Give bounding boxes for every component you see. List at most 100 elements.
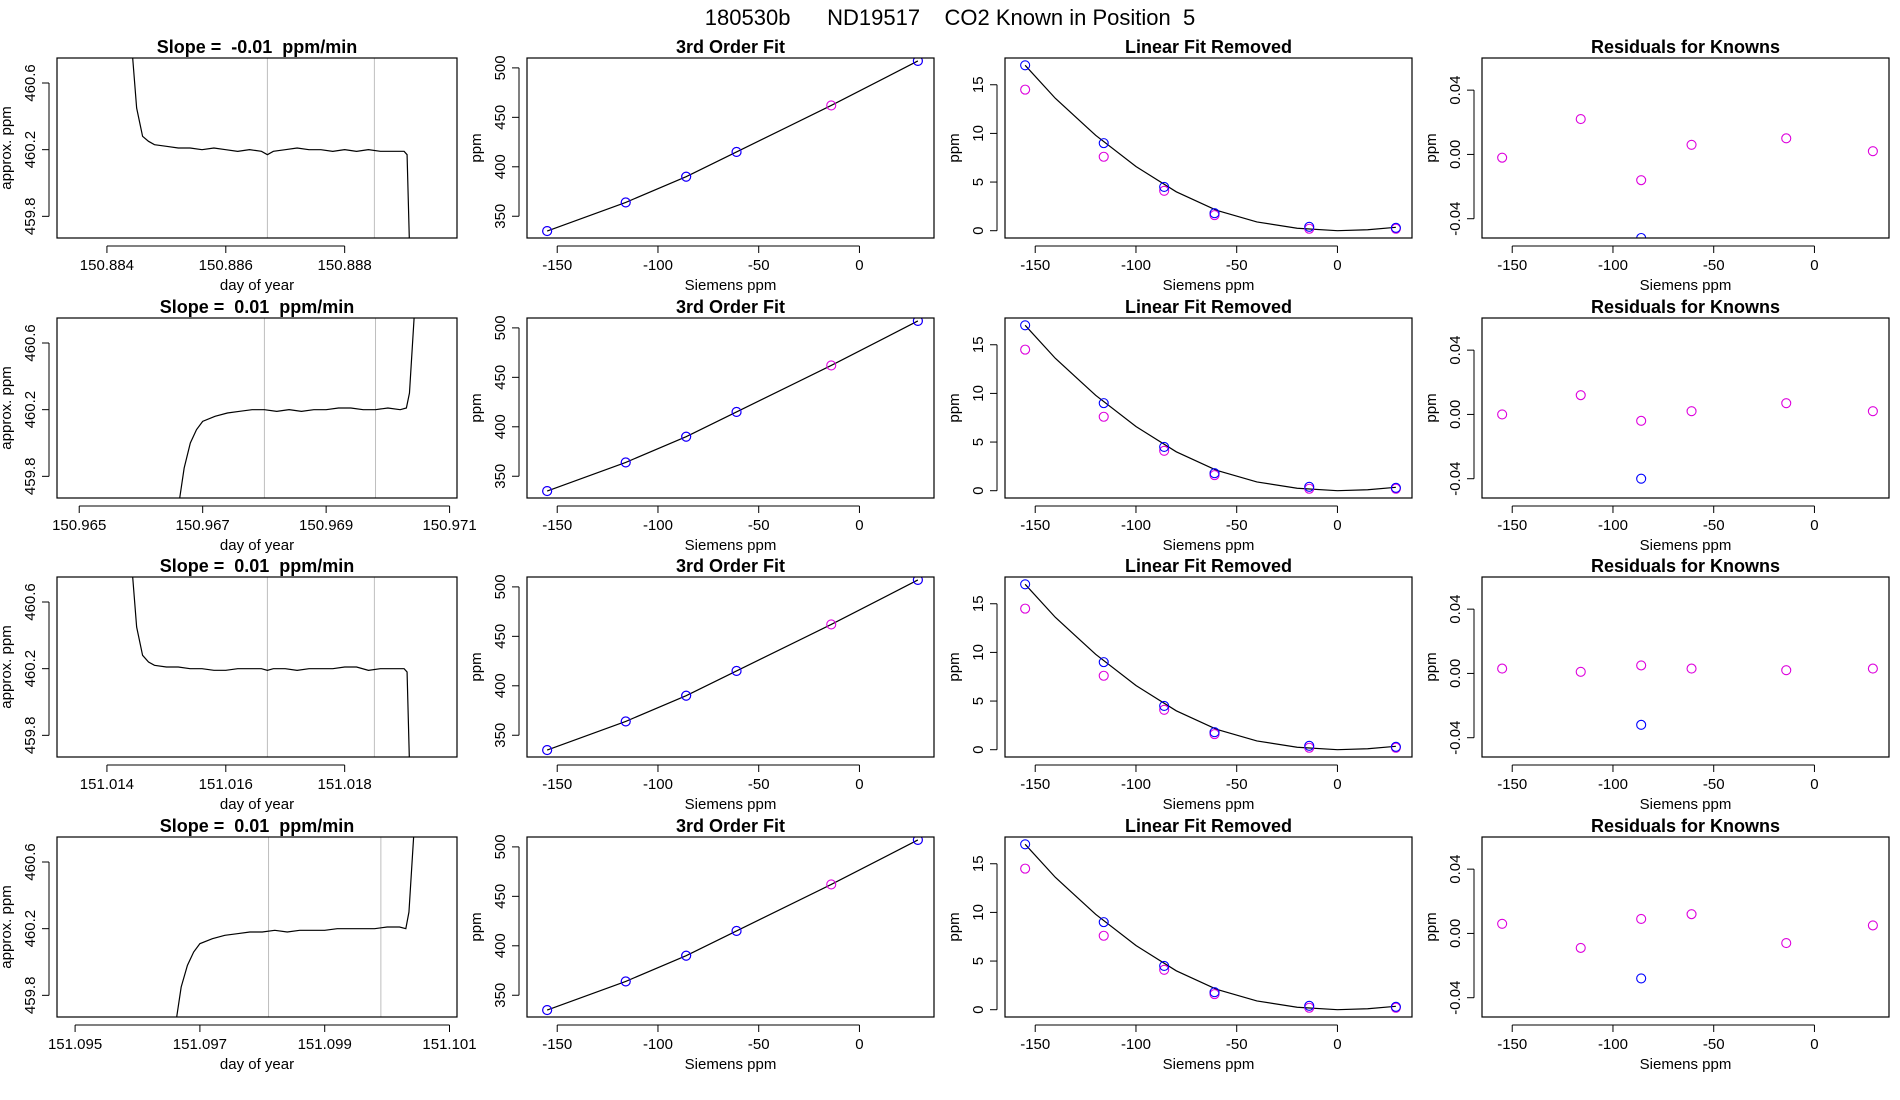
point [1098, 411, 1109, 422]
point [1304, 740, 1315, 751]
point [620, 716, 631, 727]
point [1636, 660, 1647, 671]
point [1497, 663, 1508, 674]
fit-line [1024, 64, 1396, 232]
plot-area [1497, 114, 1878, 238]
point [1020, 344, 1031, 355]
point [1159, 181, 1170, 192]
point [1497, 918, 1508, 929]
point [1020, 603, 1031, 614]
y-tick-label: 450 [492, 105, 509, 130]
x-tick-label: 150.886 [199, 257, 253, 274]
point [1575, 666, 1586, 677]
point [1098, 670, 1109, 681]
plot-area [176, 837, 415, 1017]
point [912, 577, 923, 586]
x-tick-label: 150.884 [80, 257, 134, 274]
y-tick-label: 459.8 [22, 198, 39, 236]
point [1159, 185, 1170, 196]
x-tick-label: 151.099 [298, 1036, 352, 1053]
plot-area [542, 318, 923, 497]
x-tick-label: 0 [1810, 257, 1818, 274]
y-tick-label: 0 [970, 746, 987, 754]
panel: Linear Fit Removed Siemens ppm ppm -150 -100… [946, 37, 1413, 294]
y-tick-label: 350 [492, 204, 509, 229]
point [1209, 987, 1220, 998]
x-tick-label: 150.971 [422, 517, 476, 534]
y-tick-label: 0.04 [1447, 595, 1464, 624]
x-tick-label: 151.101 [422, 1036, 476, 1053]
plot-area [1497, 909, 1878, 984]
y-tick-label: 0.04 [1447, 336, 1464, 365]
x-tick-label: 150.965 [52, 517, 106, 534]
point [542, 486, 553, 497]
panel-title: Slope = -0.01 ppm/min [157, 37, 358, 57]
point [731, 665, 742, 677]
x-tick-label: -50 [1226, 1036, 1248, 1053]
point [1867, 146, 1878, 157]
y-axis-label: ppm [468, 652, 485, 681]
y-axis-label: ppm [1423, 912, 1440, 941]
x-tick-label: -150 [1497, 257, 1527, 274]
x-tick-label: 150.969 [299, 517, 353, 534]
point [1304, 1000, 1315, 1011]
panel: Linear Fit Removed Siemens ppm ppm -150 -100… [946, 816, 1413, 1073]
x-axis-label: Siemens ppm [1640, 277, 1732, 294]
x-axis-label: day of year [220, 796, 294, 813]
point [826, 879, 837, 890]
y-tick-label: -0.04 [1447, 721, 1464, 755]
x-tick-label: -50 [1703, 517, 1725, 534]
x-tick-label: -100 [643, 1036, 673, 1053]
y-axis-label: ppm [1423, 133, 1440, 162]
point [1686, 663, 1697, 674]
plot-frame [526, 317, 935, 499]
point [1636, 473, 1647, 484]
panel-title: 3rd Order Fit [676, 816, 785, 836]
fit-line [1024, 843, 1396, 1011]
panel: Residuals for Knowns Siemens ppm ppm -150 -1… [1423, 37, 1890, 294]
x-tick-label: -100 [1121, 517, 1151, 534]
point [1686, 406, 1697, 417]
x-tick-label: -150 [542, 1036, 572, 1053]
x-tick-label: -150 [1020, 517, 1050, 534]
panel-title: Linear Fit Removed [1125, 556, 1292, 576]
y-tick-label: 0.04 [1447, 76, 1464, 105]
y-tick-label: 460.6 [22, 583, 39, 621]
x-tick-label: 150.888 [318, 257, 372, 274]
panel-title: 3rd Order Fit [676, 37, 785, 57]
point [912, 318, 923, 327]
panel-title: Slope = 0.01 ppm/min [160, 556, 355, 576]
point [681, 950, 692, 961]
y-axis-label: ppm [946, 912, 963, 941]
y-tick-label: 15 [970, 76, 987, 93]
x-axis-label: day of year [220, 277, 294, 294]
y-tick-label: 0.00 [1447, 919, 1464, 948]
x-axis-label: Siemens ppm [1163, 1056, 1255, 1073]
data-line [179, 318, 415, 498]
point [1209, 729, 1220, 740]
point [731, 925, 742, 937]
x-tick-label: 0 [855, 776, 863, 793]
y-axis-label: ppm [468, 393, 485, 422]
fit-line [546, 579, 919, 751]
y-tick-label: 459.8 [22, 717, 39, 755]
x-tick-label: -100 [643, 257, 673, 274]
plot-frame [1004, 317, 1413, 499]
panel: Linear Fit Removed Siemens ppm ppm -150 -100… [946, 297, 1413, 554]
y-axis-label: ppm [946, 393, 963, 422]
y-tick-label: 500 [492, 574, 509, 599]
panel-title: Slope = 0.01 ppm/min [160, 297, 355, 317]
panel: Slope = 0.01 ppm/min day of year approx. p… [0, 816, 477, 1073]
plot-area [542, 577, 923, 756]
y-tick-label: 500 [492, 55, 509, 80]
point [1209, 468, 1220, 479]
x-tick-label: -150 [1020, 776, 1050, 793]
y-tick-label: 15 [970, 855, 987, 872]
x-tick-label: -50 [748, 776, 770, 793]
plot-area [542, 58, 923, 237]
point [681, 690, 692, 701]
y-axis-label: ppm [468, 912, 485, 941]
data-line [132, 58, 410, 238]
y-axis-label: approx. ppm [0, 885, 15, 968]
